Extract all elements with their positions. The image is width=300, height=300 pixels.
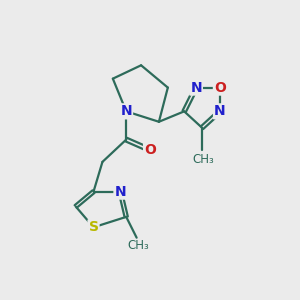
Text: N: N <box>190 81 202 94</box>
Text: S: S <box>88 220 98 234</box>
Text: O: O <box>144 143 156 157</box>
Text: N: N <box>214 104 226 118</box>
Text: N: N <box>115 184 126 199</box>
Text: O: O <box>214 81 226 94</box>
Text: CH₃: CH₃ <box>193 153 214 166</box>
Text: N: N <box>120 104 132 118</box>
Text: CH₃: CH₃ <box>127 239 149 252</box>
